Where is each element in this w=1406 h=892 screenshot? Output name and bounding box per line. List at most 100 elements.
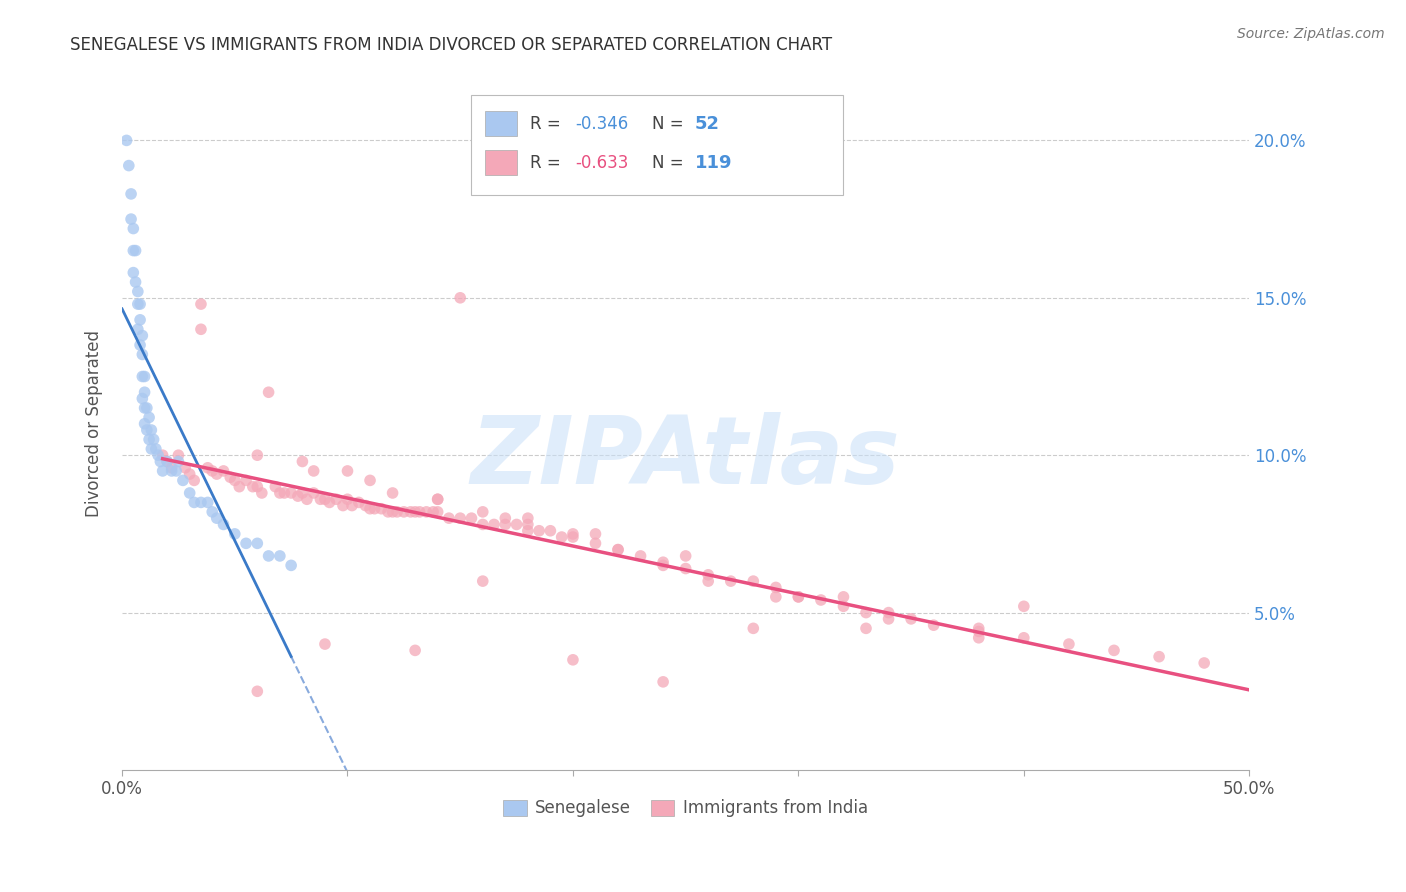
Point [167, 454, 190, 468]
Point [280, 558, 302, 573]
Point [426, 492, 449, 507]
Point [1102, 643, 1125, 657]
Point [142, 433, 165, 447]
Point [516, 524, 538, 538]
Point [1012, 631, 1035, 645]
Point [652, 555, 675, 569]
Point [1147, 649, 1170, 664]
Point [134, 417, 156, 431]
Point [415, 505, 437, 519]
Point [145, 442, 167, 456]
Point [246, 536, 269, 550]
Point [967, 621, 990, 635]
Point [246, 684, 269, 698]
Point [404, 505, 426, 519]
Point [122, 244, 145, 258]
Point [201, 464, 224, 478]
Point [129, 297, 152, 311]
Point [246, 480, 269, 494]
Point [183, 474, 205, 488]
Point [156, 454, 179, 468]
FancyBboxPatch shape [471, 95, 844, 195]
Point [607, 542, 630, 557]
Point [810, 593, 832, 607]
Point [922, 618, 945, 632]
Point [197, 460, 219, 475]
Point [765, 581, 787, 595]
Point [314, 637, 336, 651]
Point [212, 464, 235, 478]
Point [359, 474, 381, 488]
FancyBboxPatch shape [485, 112, 516, 136]
Point [516, 511, 538, 525]
Point [471, 574, 494, 588]
Point [228, 480, 250, 494]
Point [325, 492, 347, 507]
Point [832, 590, 855, 604]
Point [160, 460, 183, 475]
Point [426, 492, 449, 507]
Point [877, 612, 900, 626]
Point [460, 511, 482, 525]
Point [471, 517, 494, 532]
Point [832, 599, 855, 614]
Point [127, 322, 149, 336]
Point [877, 606, 900, 620]
Point [135, 401, 157, 415]
Point [129, 313, 152, 327]
Point [235, 474, 257, 488]
Point [363, 501, 385, 516]
Point [359, 501, 381, 516]
Point [309, 492, 332, 507]
Point [385, 505, 408, 519]
Point [675, 561, 697, 575]
Point [652, 558, 675, 573]
Point [134, 369, 156, 384]
Legend: Senegalese, Immigrants from India: Senegalese, Immigrants from India [496, 793, 875, 824]
Point [190, 297, 212, 311]
Point [179, 467, 201, 481]
Point [224, 527, 246, 541]
Text: SENEGALESE VS IMMIGRANTS FROM INDIA DIVORCED OR SEPARATED CORRELATION CHART: SENEGALESE VS IMMIGRANTS FROM INDIA DIVO… [70, 36, 832, 54]
Text: -0.346: -0.346 [575, 115, 628, 133]
Point [190, 322, 212, 336]
Point [146, 448, 169, 462]
Point [172, 474, 194, 488]
Point [205, 511, 228, 525]
Point [550, 530, 572, 544]
FancyBboxPatch shape [485, 150, 516, 175]
Point [630, 549, 652, 563]
Point [302, 464, 325, 478]
Point [516, 517, 538, 532]
Point [494, 511, 516, 525]
Point [370, 501, 392, 516]
Point [900, 612, 922, 626]
Text: Source: ZipAtlas.com: Source: ZipAtlas.com [1237, 27, 1385, 41]
Point [242, 480, 264, 494]
Text: N =: N = [652, 115, 689, 133]
Point [291, 454, 314, 468]
Point [246, 448, 269, 462]
Point [340, 499, 363, 513]
Point [156, 454, 179, 468]
Point [482, 517, 505, 532]
Point [494, 517, 516, 532]
Point [561, 527, 583, 541]
Point [437, 511, 460, 525]
Point [127, 285, 149, 299]
Text: R =: R = [530, 153, 567, 171]
Point [408, 505, 430, 519]
Point [538, 524, 561, 538]
Point [174, 460, 197, 475]
Point [120, 212, 142, 227]
Point [471, 505, 494, 519]
Point [115, 133, 138, 147]
Point [129, 338, 152, 352]
Point [149, 454, 172, 468]
Point [165, 464, 187, 478]
Point [1057, 637, 1080, 651]
Point [855, 621, 877, 635]
Point [585, 527, 607, 541]
Point [269, 549, 291, 563]
Point [134, 385, 156, 400]
